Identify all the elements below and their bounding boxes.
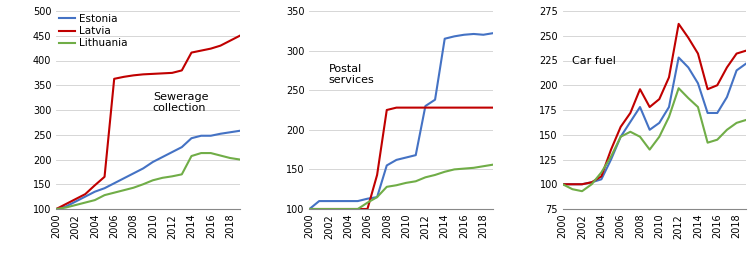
Text: Postal
services: Postal services	[328, 64, 374, 85]
Legend: Estonia, Latvia, Lithuania: Estonia, Latvia, Lithuania	[58, 13, 129, 49]
Text: Car fuel: Car fuel	[572, 56, 616, 65]
Text: Sewerage
collection: Sewerage collection	[153, 92, 209, 113]
